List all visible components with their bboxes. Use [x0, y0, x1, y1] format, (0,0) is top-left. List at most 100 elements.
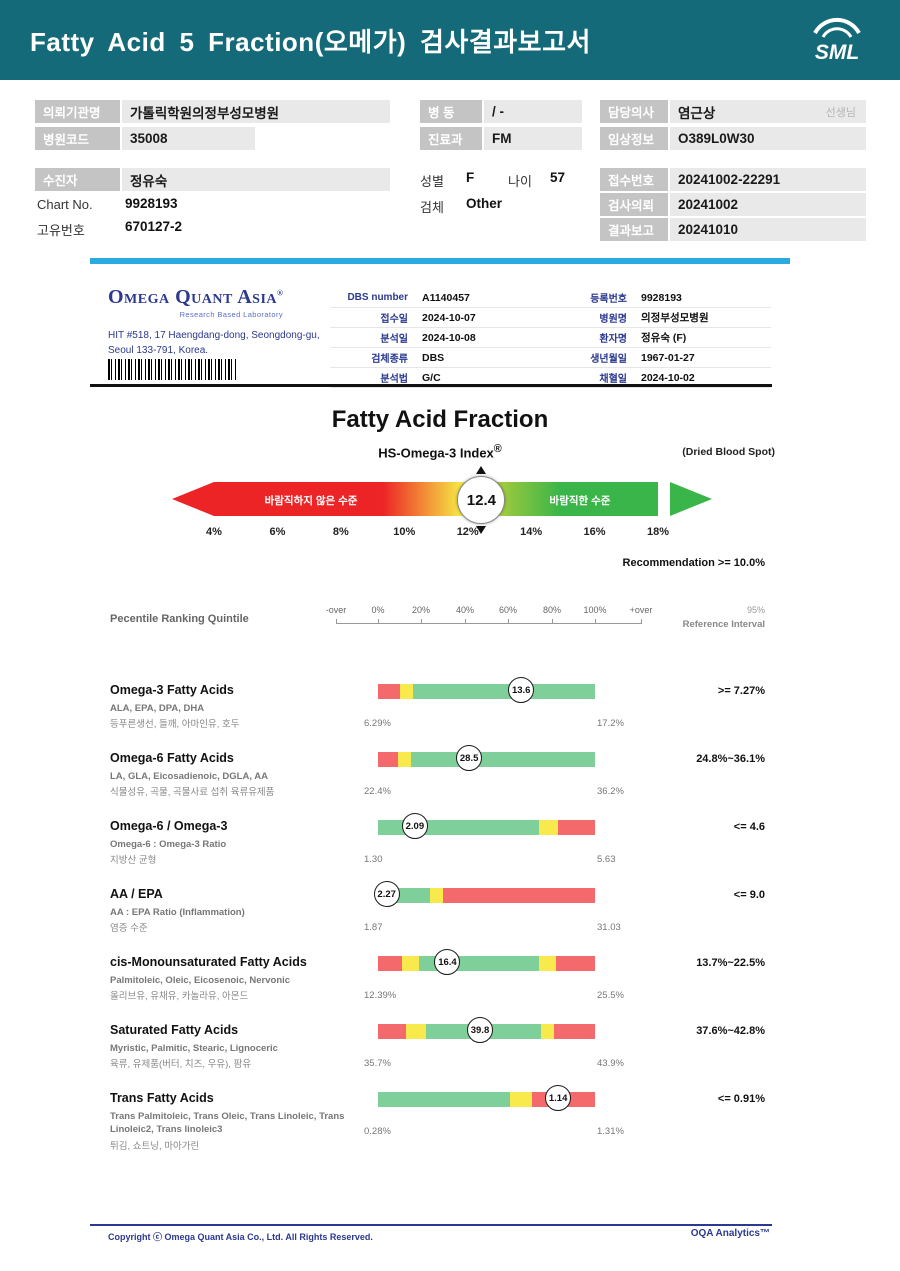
reference-interval: <= 9.0	[733, 889, 765, 901]
analyte-text: Saturated Fatty Acids Myristic, Palmitic…	[110, 1023, 370, 1072]
lab-tagline: Research Based Laboratory	[179, 310, 283, 319]
bar-segment-red	[378, 956, 402, 971]
lab-address-line2: Seoul 133-791, Korea.	[108, 344, 209, 356]
axis-tick-mark	[552, 619, 553, 624]
axis-tick-label: 60%	[498, 605, 517, 615]
bar-segment-yellow	[510, 1092, 533, 1107]
clinical-label: 임상정보	[600, 127, 668, 150]
analyte-subtitle: Palmitoleic, Oleic, Eicosenoic, Nervonic	[110, 975, 291, 986]
table-row: 채혈일 2024-10-02	[563, 368, 771, 388]
result-bubble: 2.09	[401, 813, 428, 839]
gauge-marker-up-icon	[476, 466, 487, 474]
lab-address-line1: HIT #518, 17 Haengdang-dong, Seongdong-g…	[108, 330, 320, 341]
range-min: 1.30	[364, 854, 383, 865]
gauge-tick-label: 16%	[583, 526, 606, 538]
analyte-row: AA / EPA AA : EPA Ratio (Inflammation) 염…	[0, 880, 900, 948]
ward-label: 병 동	[420, 100, 482, 123]
axis-tick-label: -over	[325, 605, 347, 615]
range-max: 25.5%	[597, 990, 624, 1001]
gauge-tick-label: 4%	[206, 526, 222, 538]
receipt-label: 접수번호	[600, 168, 668, 191]
quintile-bar	[378, 956, 595, 971]
gauge-scale: 4% 6% 8% 10% 12% 14% 16% 18%	[206, 526, 669, 542]
axis-tick-mark	[641, 619, 642, 624]
table-row: 생년월일 1967-01-27	[563, 348, 771, 368]
result-value: 2.09	[405, 820, 425, 832]
specimen-label: 검체	[420, 200, 444, 215]
analyte-row: Omega-6 / Omega-3 Omega-6 : Omega-3 Rati…	[0, 812, 900, 880]
analyte-desc: 튀김, 쇼트닝, 마아가린	[110, 1140, 200, 1152]
range-max: 1.31%	[597, 1126, 624, 1137]
analyte-title: Omega-6 / Omega-3	[110, 819, 228, 833]
org-value: 가톨릭학원의정부성모병원	[122, 100, 390, 123]
section-title: Fatty Acid Fraction	[331, 406, 549, 433]
received-date-label: 접수일	[380, 314, 408, 325]
bar-segment-green	[412, 684, 595, 699]
range-max: 31.03	[597, 922, 621, 933]
range-min: 35.7%	[364, 1058, 391, 1069]
method-value: G/C	[422, 371, 441, 384]
axis-tick-mark	[336, 619, 337, 624]
analyte-desc: 올리브유, 유채유, 카놀라유, 아몬드	[110, 991, 249, 1003]
omega-quant-logo: Omega Quant Asia® Research Based Laborat…	[108, 286, 308, 319]
specimen-info-table: DBS number A1140457 접수일 2024-10-07 분석일 2…	[330, 288, 565, 388]
doctor-name: 염근상	[678, 105, 716, 121]
sex-label: 성별	[420, 174, 444, 189]
axis-tick-mark	[465, 619, 466, 624]
table-row: 분석일 2024-10-08	[330, 328, 565, 348]
axis-tick-label: 20%	[411, 605, 430, 615]
analyte-title: Omega-6 Fatty Acids	[110, 751, 234, 765]
result-value: 39.8	[470, 1024, 490, 1036]
table-row: 검체종류 DBS	[330, 348, 565, 368]
result-bubble: 28.5	[456, 745, 483, 771]
analyte-title: Omega-3 Fatty Acids	[110, 683, 234, 697]
axis-tick-label: 100%	[583, 605, 607, 615]
doctor-label: 담당의사	[600, 100, 668, 123]
request-label: 검사의뢰	[600, 193, 668, 216]
table-row: 등록번호 9928193	[563, 288, 771, 308]
birth-date-label: 생년월일	[590, 354, 627, 365]
bar-segment-green	[378, 1092, 511, 1107]
result-bubble: 13.6	[508, 677, 535, 703]
gauge-high-label: 바람직한 수준	[549, 495, 611, 507]
chart-no-label: Chart No.	[37, 197, 93, 212]
result-bubble: 2.27	[373, 881, 400, 907]
reference-interval: <= 0.91%	[717, 1093, 765, 1105]
analyte-text: Omega-3 Fatty Acids ALA, EPA, DPA, DHA 등…	[110, 683, 370, 732]
range-min: 0.28%	[364, 1126, 391, 1137]
bar-segment-red	[555, 956, 595, 971]
bar-segment-red	[443, 888, 595, 903]
age-label: 나이	[508, 174, 532, 189]
table-row: 병원명 의정부성모병원	[563, 308, 771, 328]
range-min: 1.87	[364, 922, 383, 933]
uid-value: 670127-2	[125, 219, 183, 234]
ref-95-label: 95%	[746, 605, 765, 615]
blood-draw-date-value: 2024-10-02	[641, 371, 695, 384]
bar-segment-yellow	[399, 684, 413, 699]
range-min: 6.29%	[364, 718, 391, 729]
analyte-desc: 염증 수준	[110, 923, 148, 935]
analyte-row: Saturated Fatty Acids Myristic, Palmitic…	[0, 1016, 900, 1084]
bar-segment-yellow	[540, 1024, 554, 1039]
analyte-row: Trans Fatty Acids Trans Palmitoleic, Tra…	[0, 1084, 900, 1174]
quintile-bar	[378, 684, 595, 699]
quintile-bar	[378, 1024, 595, 1039]
lab-name-text: Omega Quant Asia	[108, 286, 278, 308]
age-value: 57	[550, 170, 566, 185]
analyte-row: Omega-6 Fatty Acids LA, GLA, Eicosadieno…	[0, 744, 900, 812]
axis-tick-mark	[595, 619, 596, 624]
result-value: 2.27	[377, 888, 396, 900]
org-label: 의뢰기관명	[35, 100, 120, 123]
bar-segment-red	[558, 820, 595, 835]
axis-tick-mark	[508, 619, 509, 624]
sml-logo-text: SML	[815, 41, 859, 64]
table-row: DBS number A1140457	[330, 288, 565, 308]
range-min: 12.39%	[364, 990, 397, 1001]
analyte-desc: 식물성유, 곡물, 곡물사료 섭취 육류유제품	[110, 787, 275, 799]
result-bubble: 1.14	[545, 1085, 572, 1111]
gauge-body: 바람직하지 않은 수준 바람직한 수준 12.4	[214, 466, 658, 534]
registered-mark: ®	[277, 288, 284, 298]
footer-rule	[90, 1224, 772, 1226]
received-date-value: 2024-10-07	[422, 311, 476, 324]
gauge-value-bubble: 12.4	[457, 466, 506, 534]
